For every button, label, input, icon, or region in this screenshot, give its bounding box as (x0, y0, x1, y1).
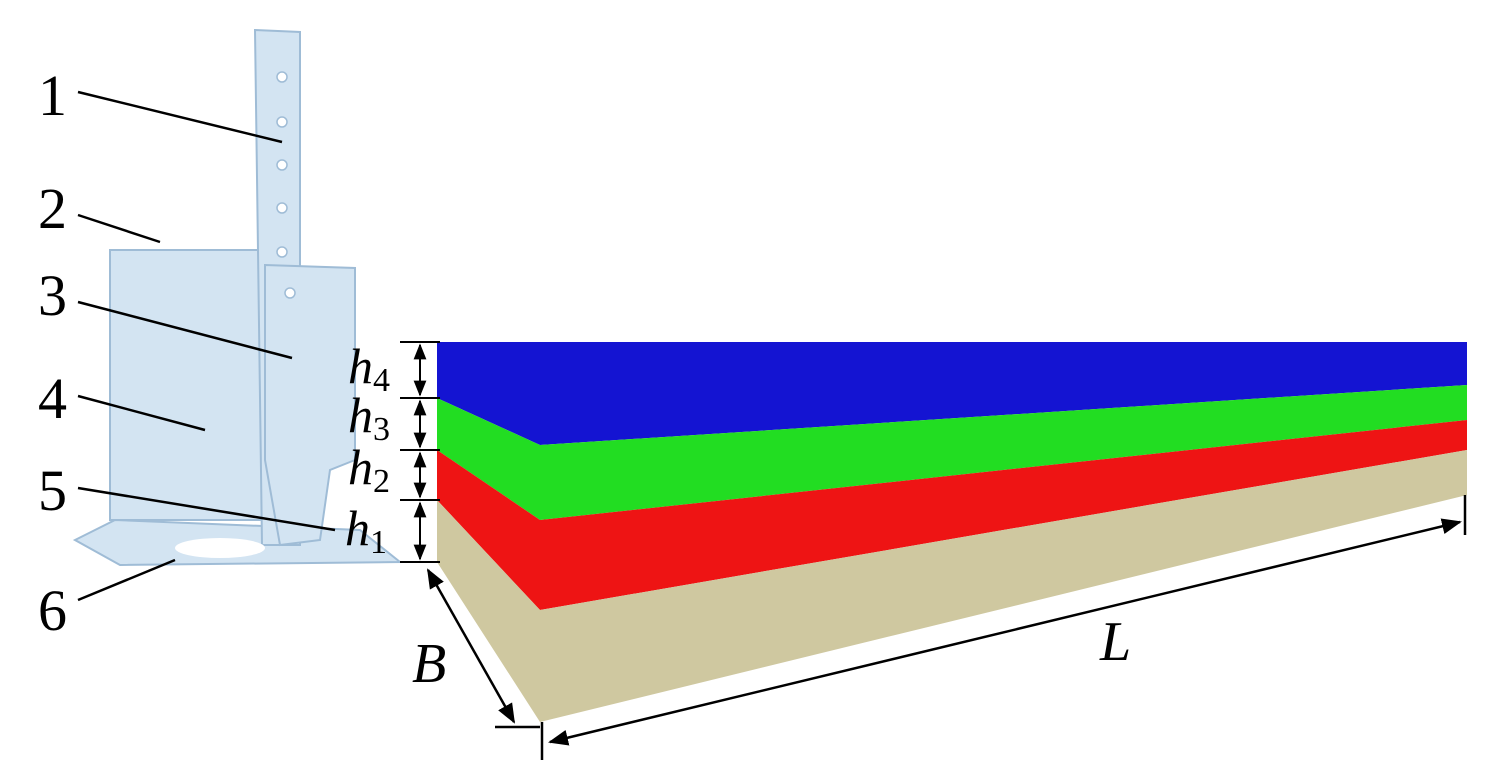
width-label: B (412, 633, 446, 695)
leader-lines (77, 90, 336, 602)
layer-3 (437, 385, 1467, 520)
height-dimensions (400, 341, 440, 563)
side-plate (109, 249, 271, 521)
height-label: h3 (348, 387, 390, 448)
length-label: L (1099, 611, 1131, 673)
height-label: h4 (348, 338, 390, 399)
part-labels: 1 2 3 4 5 6 (38, 63, 67, 643)
part-label: 4 (38, 366, 67, 431)
part-label: 1 (38, 63, 67, 128)
height-label: h1 (345, 500, 387, 561)
part-label: 6 (38, 578, 67, 643)
base-hole (175, 538, 265, 558)
blade-plate (264, 263, 356, 547)
height-labels: h4 h3 h2 h1 (345, 338, 390, 561)
tine (72, 28, 403, 567)
height-label: h2 (348, 439, 390, 500)
part-label: 3 (38, 263, 67, 328)
bin-dimensions (426, 495, 1467, 760)
part-label: 5 (38, 458, 67, 523)
soil-bin (437, 342, 1467, 722)
layer-4 (437, 342, 1467, 445)
part-label: 2 (38, 176, 67, 241)
